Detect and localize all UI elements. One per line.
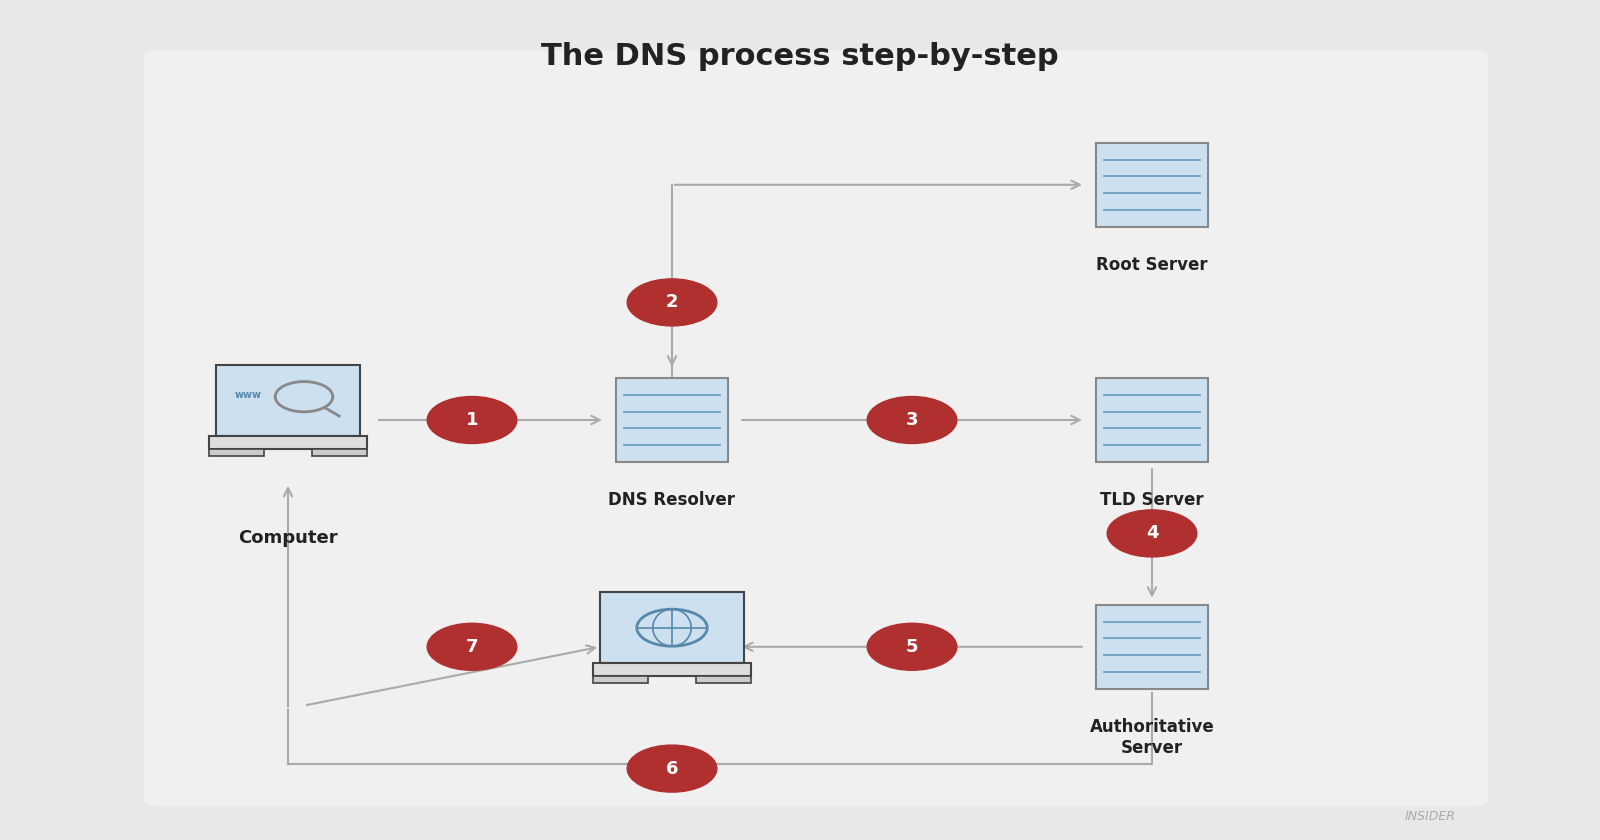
Text: 5: 5 [906, 638, 918, 656]
Text: Root Server: Root Server [1096, 256, 1208, 274]
Text: 7: 7 [466, 638, 478, 656]
Text: Computer: Computer [238, 529, 338, 547]
Text: 1: 1 [466, 411, 478, 429]
Text: TLD Server: TLD Server [1101, 491, 1203, 509]
Circle shape [427, 623, 517, 670]
Circle shape [867, 623, 957, 670]
FancyBboxPatch shape [216, 365, 360, 437]
FancyBboxPatch shape [312, 449, 368, 456]
Circle shape [627, 745, 717, 792]
FancyBboxPatch shape [1096, 605, 1208, 689]
Circle shape [1107, 510, 1197, 557]
Text: 6: 6 [666, 759, 678, 778]
FancyBboxPatch shape [592, 676, 648, 683]
Circle shape [427, 396, 517, 444]
Circle shape [867, 396, 957, 444]
FancyBboxPatch shape [592, 664, 752, 676]
Text: DNS Resolver: DNS Resolver [608, 491, 736, 509]
Text: INSIDER: INSIDER [1405, 811, 1456, 823]
Text: 2: 2 [666, 293, 678, 312]
FancyBboxPatch shape [616, 378, 728, 462]
Text: www: www [235, 390, 261, 400]
FancyBboxPatch shape [600, 592, 744, 664]
Text: Authoritative
Server: Authoritative Server [1090, 718, 1214, 757]
FancyBboxPatch shape [208, 449, 264, 456]
FancyBboxPatch shape [696, 676, 752, 683]
Text: 4: 4 [1146, 524, 1158, 543]
FancyBboxPatch shape [1096, 378, 1208, 462]
Text: Website: Website [630, 756, 714, 774]
FancyBboxPatch shape [1096, 143, 1208, 227]
Text: 3: 3 [906, 411, 918, 429]
Circle shape [627, 279, 717, 326]
Text: The DNS process step-by-step: The DNS process step-by-step [541, 42, 1059, 71]
FancyBboxPatch shape [208, 437, 368, 449]
